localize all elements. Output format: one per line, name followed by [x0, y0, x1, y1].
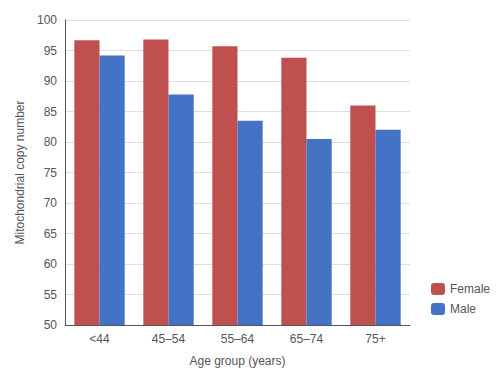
svg-text:Mitochondrial copy number: Mitochondrial copy number: [13, 100, 27, 244]
svg-text:Male: Male: [450, 302, 476, 316]
svg-text:95: 95: [44, 44, 58, 58]
svg-text:45–54: 45–54: [152, 332, 186, 346]
svg-text:100: 100: [37, 13, 57, 27]
svg-text:90: 90: [44, 74, 58, 88]
svg-text:<44: <44: [89, 332, 110, 346]
svg-text:50: 50: [44, 318, 58, 332]
svg-text:Female: Female: [450, 282, 490, 296]
svg-text:60: 60: [44, 257, 58, 271]
svg-text:55–64: 55–64: [221, 332, 255, 346]
svg-text:85: 85: [44, 105, 58, 119]
svg-text:75: 75: [44, 166, 58, 180]
svg-text:55: 55: [44, 288, 58, 302]
svg-text:75+: 75+: [365, 332, 385, 346]
svg-text:65–74: 65–74: [290, 332, 324, 346]
svg-text:Age group (years): Age group (years): [189, 354, 285, 368]
svg-text:65: 65: [44, 227, 58, 241]
svg-text:80: 80: [44, 135, 58, 149]
svg-text:70: 70: [44, 196, 58, 210]
